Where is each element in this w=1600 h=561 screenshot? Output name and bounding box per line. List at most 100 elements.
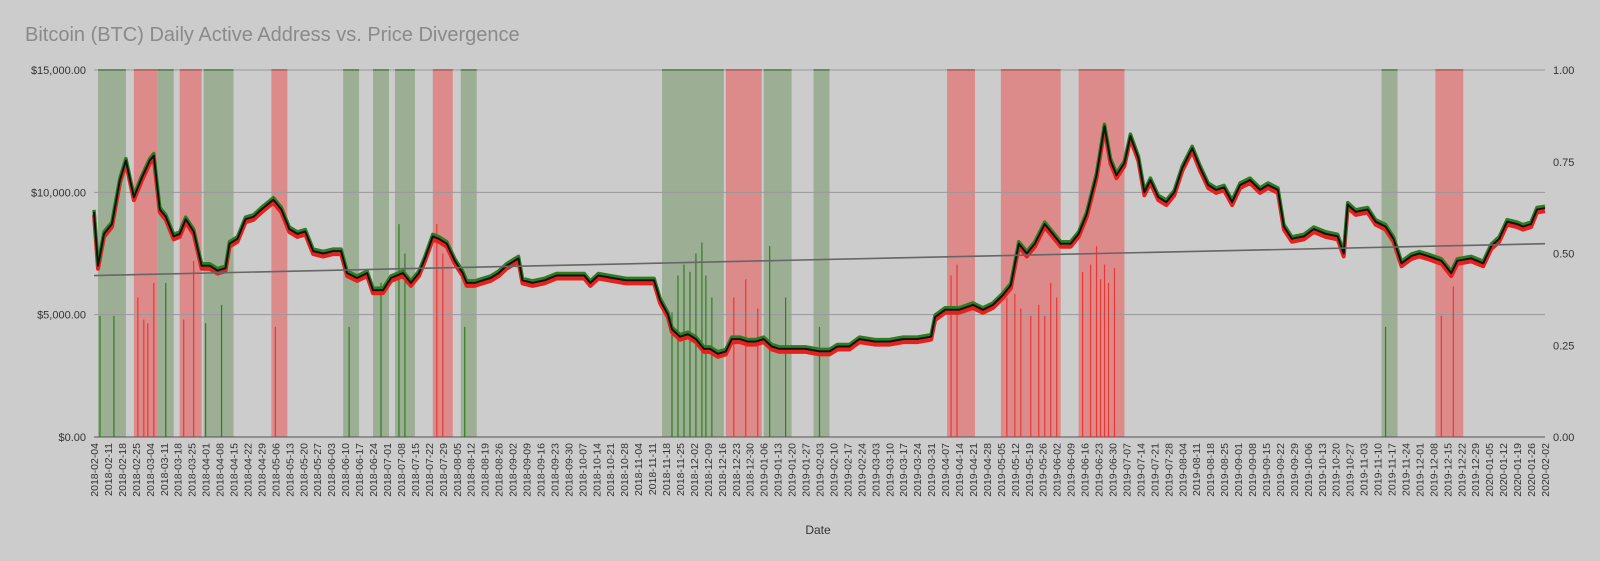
- x-tick-label: 2018-07-15: [410, 443, 422, 497]
- x-tick-label: 2019-06-09: [1066, 443, 1078, 497]
- x-tick-label: 2018-05-13: [284, 443, 296, 497]
- x-tick-label: 2020-01-12: [1498, 443, 1510, 497]
- x-tick-label: 2019-08-18: [1205, 443, 1217, 497]
- x-tick-label: 2019-02-03: [815, 443, 827, 497]
- x-tick-label: 2019-12-22: [1456, 443, 1468, 497]
- x-tick-label: 2018-09-23: [549, 443, 561, 497]
- y-tick-label: $15,000.00: [31, 65, 86, 77]
- x-tick-label: 2019-10-27: [1345, 443, 1357, 497]
- x-tick-label: 2019-11-17: [1387, 443, 1399, 496]
- x-tick-label: 2018-07-08: [396, 443, 408, 497]
- y2-tick-label: 0.50: [1553, 249, 1574, 261]
- band-12: [725, 70, 762, 437]
- x-tick-label: 2019-06-23: [1094, 443, 1106, 497]
- x-tick-label: 2019-10-13: [1317, 443, 1329, 497]
- x-tick-label: 2018-02-11: [103, 443, 115, 496]
- trend-series: [93, 242, 1546, 277]
- band-18: [1381, 70, 1398, 437]
- y2-tick-label: 0.25: [1553, 340, 1574, 352]
- x-tick-label: 2018-08-12: [466, 443, 478, 497]
- x-tick-label: 2018-09-30: [563, 443, 575, 497]
- x-tick-label: 2018-03-11: [159, 443, 171, 496]
- price-line: [93, 125, 1546, 355]
- x-tick-label: 2018-12-16: [717, 443, 729, 497]
- band-2: [157, 70, 174, 437]
- x-tick-label: 2019-11-24: [1401, 443, 1413, 496]
- y2-tick-label: 1.00: [1553, 65, 1574, 77]
- x-tick-label: 2019-03-17: [898, 443, 910, 497]
- x-tick-label: 2018-10-28: [619, 443, 631, 497]
- x-tick-label: 2018-07-29: [438, 443, 450, 497]
- x-tick-label: 2019-05-26: [1038, 443, 1050, 497]
- divergence-bands: [97, 69, 1464, 437]
- x-tick-label: 2019-11-03: [1359, 443, 1371, 496]
- x-tick-label: 2018-10-21: [605, 443, 617, 497]
- x-tick-label: 2019-08-04: [1177, 443, 1189, 497]
- x-tick-label: 2019-01-27: [801, 443, 813, 497]
- y2-tick-label: 0.00: [1553, 432, 1574, 444]
- x-tick-label: 2019-07-14: [1135, 443, 1147, 497]
- price-series: [92, 122, 1546, 359]
- x-tick-label: 2019-03-10: [884, 443, 896, 497]
- x-tick-label: 2018-04-22: [243, 443, 255, 497]
- x-axis: 2018-02-04 2018-02-11 2018-02-18 2018-02-25…: [89, 443, 1552, 497]
- x-tick-label: 2019-04-07: [940, 443, 952, 497]
- x-tick-label: 2018-08-26: [494, 443, 506, 497]
- x-tick-label: 2019-10-06: [1303, 443, 1315, 497]
- x-tick-label: 2019-03-03: [870, 443, 882, 497]
- x-tick-label: 2018-03-25: [187, 443, 199, 497]
- band-15: [947, 70, 975, 437]
- x-tick-label: 2019-02-24: [856, 443, 868, 497]
- band-6: [343, 70, 360, 437]
- x-tick-label: 2018-12-09: [703, 443, 715, 497]
- x-tick-label: 2018-10-07: [577, 443, 589, 497]
- x-tick-label: 2018-06-10: [340, 443, 352, 497]
- x-tick-label: 2018-04-08: [215, 443, 227, 497]
- x-tick-label: 2019-10-20: [1331, 443, 1343, 497]
- x-tick-label: 2019-04-28: [982, 443, 994, 497]
- trend-line: [93, 242, 1546, 277]
- y-tick-label: $10,000.00: [31, 187, 86, 199]
- x-tick-label: 2020-01-26: [1526, 443, 1538, 497]
- x-tick-label: 2019-09-22: [1275, 443, 1287, 497]
- x-tick-label: 2018-06-03: [326, 443, 338, 497]
- x-tick-label: 2018-08-05: [452, 443, 464, 497]
- x-tick-label: 2019-09-01: [1233, 443, 1245, 497]
- band-14: [813, 70, 830, 437]
- price-low-band: [92, 127, 1546, 359]
- x-tick-label: 2019-03-24: [912, 443, 924, 497]
- x-tick-label: 2018-09-09: [522, 443, 534, 497]
- x-tick-label: 2018-04-01: [201, 443, 213, 497]
- x-tick-label: 2019-01-06: [759, 443, 771, 497]
- x-tick-label: 2019-01-13: [773, 443, 785, 497]
- x-tick-label: 2020-01-19: [1512, 443, 1524, 497]
- x-tick-label: 2019-05-19: [1024, 443, 1036, 497]
- x-tick-label: 2019-06-16: [1080, 443, 1092, 497]
- x-tick-label: 2019-08-25: [1219, 443, 1231, 497]
- y2-tick-label: 0.75: [1553, 157, 1574, 169]
- x-tick-label: 2018-06-17: [354, 443, 366, 497]
- band-11: [662, 70, 724, 437]
- x-tick-label: 2018-02-25: [131, 443, 143, 497]
- x-tick-label: 2018-12-02: [689, 443, 701, 497]
- x-tick-label: 2019-05-05: [996, 443, 1008, 497]
- x-tick-label: 2018-12-30: [745, 443, 757, 497]
- x-tick-label: 2019-07-21: [1149, 443, 1161, 497]
- y-axis-right: 0.00 0.25 0.50 0.75 1.00: [1553, 65, 1574, 444]
- x-tick-label: 2019-02-10: [829, 443, 841, 497]
- x-tick-label: 2018-11-25: [675, 443, 687, 496]
- chart-title: Bitcoin (BTC) Daily Active Address vs. P…: [25, 24, 520, 46]
- x-tick-label: 2018-09-16: [536, 443, 548, 497]
- x-tick-label: 2018-04-29: [256, 443, 268, 497]
- x-tick-label: 2019-06-02: [1052, 443, 1064, 497]
- x-tick-label: 2019-03-31: [926, 443, 938, 497]
- x-tick-label: 2018-03-04: [145, 443, 157, 497]
- x-tick-label: 2019-07-07: [1121, 443, 1133, 497]
- x-tick-label: 2019-09-29: [1289, 443, 1301, 497]
- divergence-spikes: [99, 224, 1454, 437]
- x-tick-label: 2018-05-20: [298, 443, 310, 497]
- x-tick-label: 2018-04-15: [229, 443, 241, 497]
- x-tick-label: 2019-11-10: [1373, 443, 1385, 496]
- x-tick-label: 2018-11-18: [661, 443, 673, 496]
